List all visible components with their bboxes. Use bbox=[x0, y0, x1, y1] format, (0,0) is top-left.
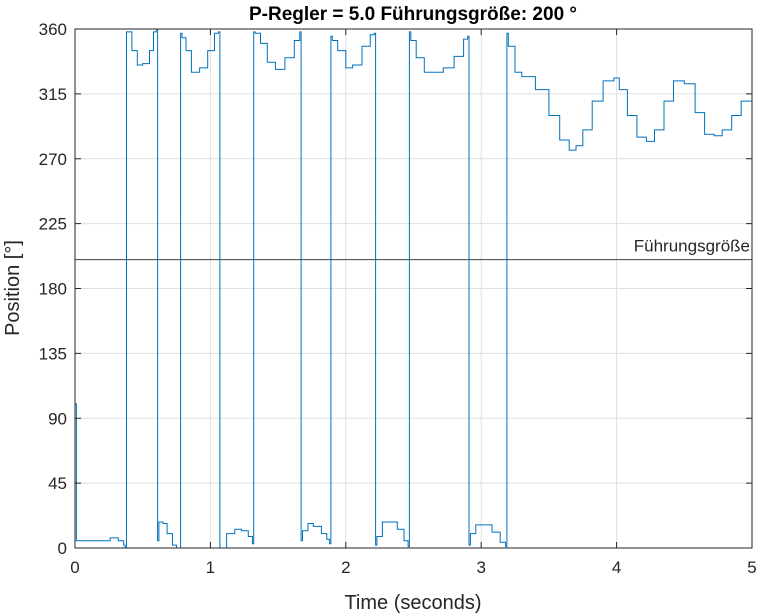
y-tick-label: 225 bbox=[39, 215, 67, 234]
x-tick-label: 1 bbox=[206, 558, 215, 577]
y-tick-label: 270 bbox=[39, 150, 67, 169]
y-tick-label: 135 bbox=[39, 344, 67, 363]
x-axis-label: Time (seconds) bbox=[344, 592, 481, 614]
y-axis-label: Position [°] bbox=[2, 240, 24, 336]
y-tick-label: 360 bbox=[39, 20, 67, 39]
series-line bbox=[75, 28, 753, 549]
x-tick-label: 2 bbox=[341, 558, 350, 577]
x-tick-label: 0 bbox=[70, 558, 79, 577]
chart-title: P-Regler = 5.0 Führungsgröße: 200 ° bbox=[249, 4, 577, 25]
x-tick-label: 5 bbox=[747, 558, 756, 577]
x-tick-label: 3 bbox=[476, 558, 485, 577]
reference-line-label: Führungsgröße bbox=[634, 237, 750, 256]
series-group bbox=[75, 28, 753, 549]
y-tick-label: 0 bbox=[58, 539, 67, 558]
y-tick-label: 315 bbox=[39, 85, 67, 104]
y-tick-label: 45 bbox=[48, 474, 67, 493]
grid bbox=[75, 29, 752, 548]
y-tick-label: 90 bbox=[48, 409, 67, 428]
reference-line-group: Führungsgröße bbox=[75, 237, 752, 261]
y-tick-label: 180 bbox=[39, 280, 67, 299]
x-tick-label: 4 bbox=[612, 558, 621, 577]
